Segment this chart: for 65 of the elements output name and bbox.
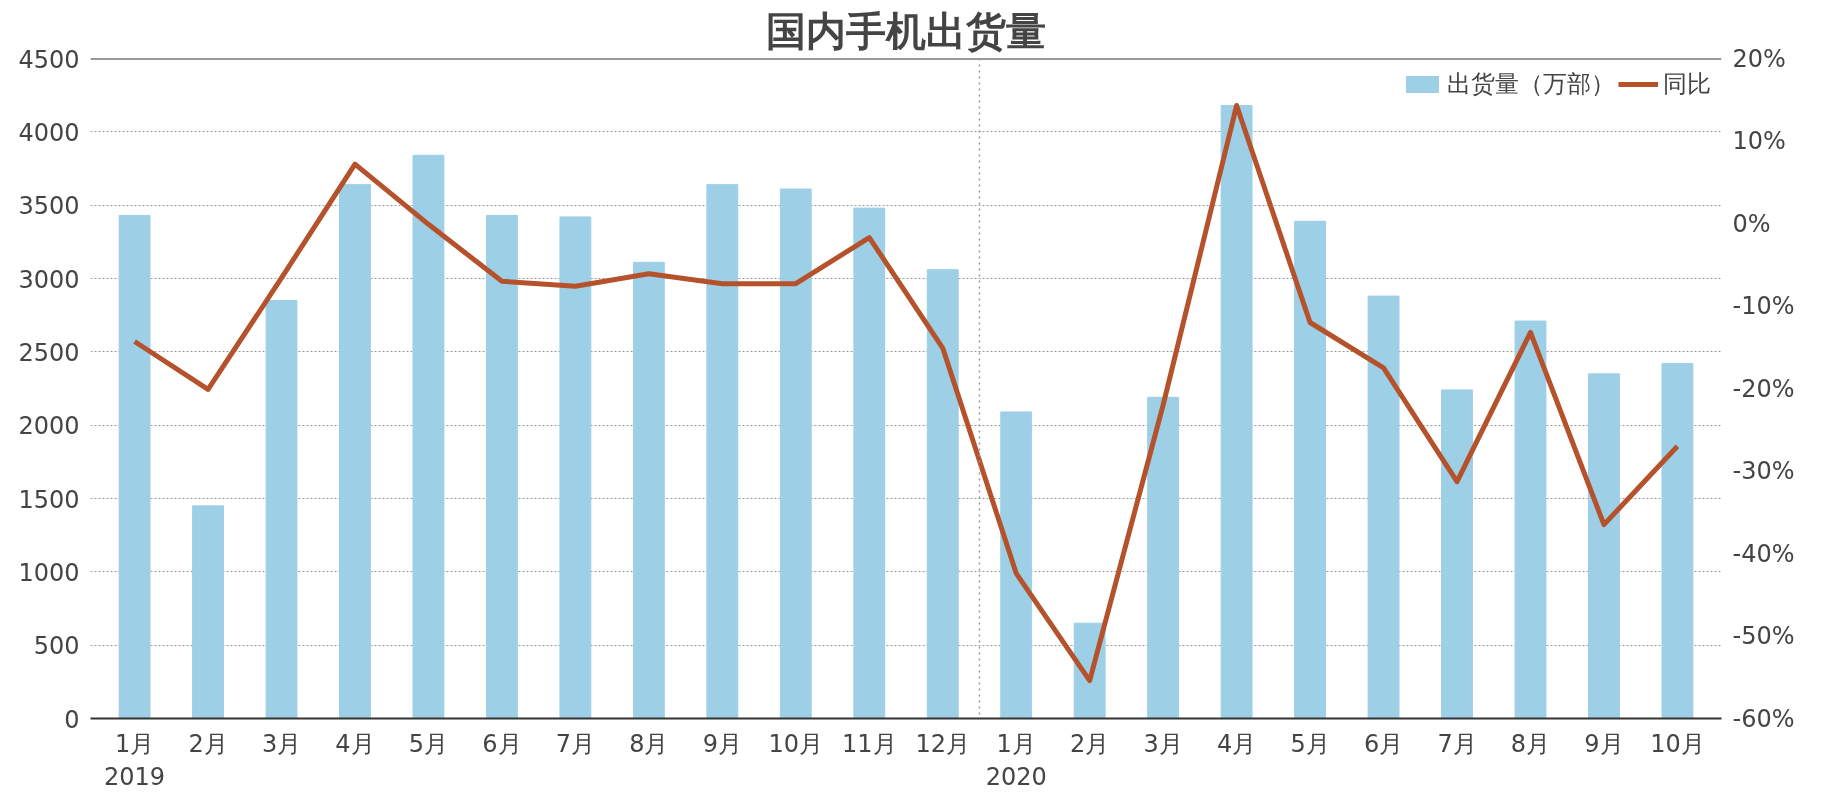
x-tick-label: 1月 2020 xyxy=(985,729,1047,792)
x-tick-label: 4月 xyxy=(1216,729,1257,758)
x-tick-label: 8月 xyxy=(1510,729,1551,758)
x-tick-label: 6月 xyxy=(482,729,522,758)
x-tick-label: 3月 xyxy=(1143,729,1183,758)
y-tick-label: 2500 xyxy=(18,338,80,367)
x-tick-label: 10月 xyxy=(768,729,824,758)
bar xyxy=(1441,389,1473,719)
y2-tick-label: -60% xyxy=(1732,704,1795,733)
legend-label: 同比 xyxy=(1663,69,1711,100)
x-tick-label: 5月 xyxy=(408,729,449,758)
x-tick-label: 1月 2019 xyxy=(104,729,166,792)
x-tick-label: 3月 xyxy=(261,729,302,758)
bar xyxy=(486,214,518,719)
y2-tick-label: -40% xyxy=(1732,539,1795,568)
bar xyxy=(1514,320,1547,719)
bar xyxy=(1147,396,1180,719)
y-tick-label: 1500 xyxy=(18,485,80,514)
x-tick-label: 4月 xyxy=(335,729,375,758)
y-tick-label: 2000 xyxy=(18,412,80,441)
bar xyxy=(1367,295,1400,719)
y2-tick-label: -20% xyxy=(1732,374,1795,403)
bar xyxy=(779,188,812,719)
bar xyxy=(1000,411,1033,719)
x-tick-label: 7月 xyxy=(1437,729,1477,758)
chart-title: 国内手机出货量 xyxy=(766,7,1046,54)
x-tick-label: 2月 xyxy=(188,729,228,758)
x-tick-label: 2月 xyxy=(1070,729,1110,758)
y2-tick-label: 0% xyxy=(1732,209,1771,238)
x-tick-label: 5月 xyxy=(1290,729,1330,758)
x-tick-label: 8月 xyxy=(629,729,669,758)
y2-tick-label: 20% xyxy=(1732,44,1786,73)
bar xyxy=(412,154,445,719)
y2-tick-label: -10% xyxy=(1732,292,1795,320)
y-tick-label: 4500 xyxy=(18,45,80,74)
y-tick-label: 3000 xyxy=(18,265,80,294)
bar xyxy=(1220,104,1253,719)
bar xyxy=(192,505,224,719)
x-tick-label: 6月 xyxy=(1363,729,1404,758)
bar xyxy=(1661,363,1694,719)
bar xyxy=(1588,373,1620,719)
x-tick-label: 7月 xyxy=(555,729,596,758)
y2-tick-label: 10% xyxy=(1732,127,1786,155)
y-tick-label: 4000 xyxy=(18,118,80,147)
bar xyxy=(118,214,151,719)
y-tick-label: 3500 xyxy=(18,192,80,221)
bar xyxy=(559,216,592,719)
bar xyxy=(706,184,739,719)
legend-label: 出货量（万部） xyxy=(1447,69,1615,100)
x-tick-label: 12月 xyxy=(915,729,971,758)
x-tick-label: 9月 xyxy=(702,729,742,758)
bar xyxy=(339,184,371,719)
y-tick-label: 500 xyxy=(33,632,80,661)
bar xyxy=(265,300,298,719)
bar xyxy=(926,269,959,719)
y-tick-label: 1000 xyxy=(18,558,80,587)
x-tick-label: 11月 xyxy=(842,729,897,758)
bar xyxy=(1294,220,1326,719)
y2-tick-label: -50% xyxy=(1732,622,1795,650)
bar xyxy=(853,207,886,719)
x-tick-label: 9月 xyxy=(1584,729,1624,758)
bar xyxy=(632,261,665,719)
y-tick-label: 0 xyxy=(64,705,80,734)
y2-tick-label: -30% xyxy=(1732,457,1795,485)
x-tick-label: 10月 xyxy=(1650,729,1705,758)
